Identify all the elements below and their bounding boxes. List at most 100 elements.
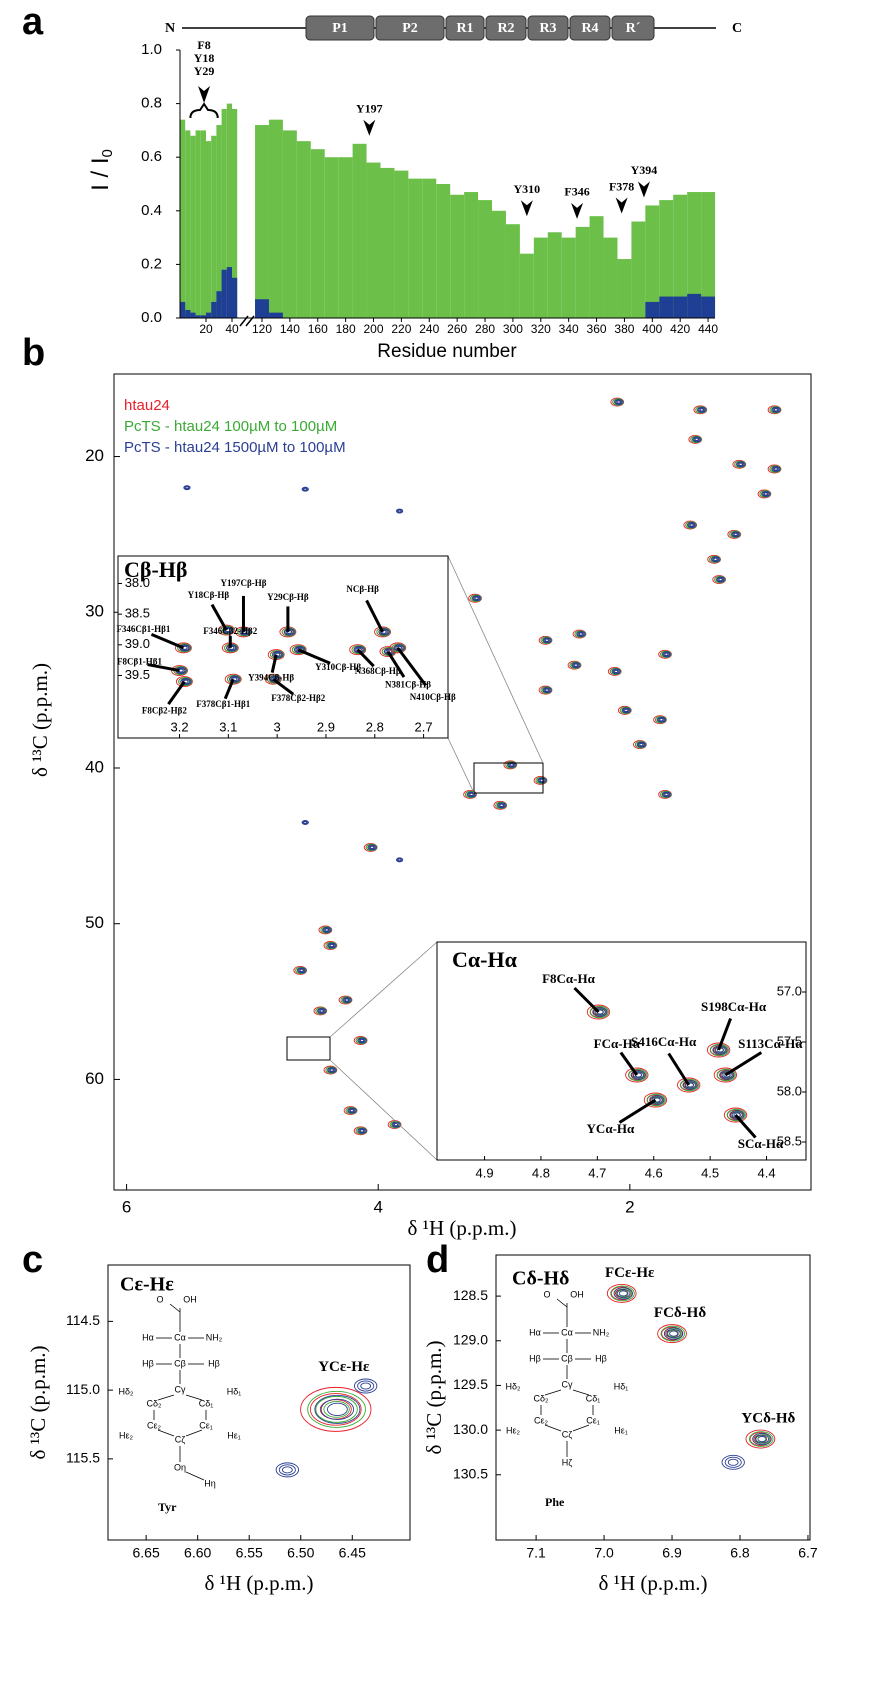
bar — [687, 294, 701, 318]
bar — [645, 302, 659, 318]
panel-label: b — [22, 332, 45, 374]
inset-title: Cα-Hα — [452, 947, 518, 972]
bar — [269, 120, 283, 318]
y-tick-label: 129.0 — [453, 1331, 488, 1347]
structure-label: OH — [570, 1289, 584, 1299]
structure-label: OH — [183, 1294, 197, 1304]
peak-label: S198Cα-Hα — [701, 999, 767, 1014]
y-tick-label: 57.0 — [777, 983, 802, 998]
annotation-label: Y394 — [631, 163, 658, 177]
legend-label: PcTS - htau24 1500µM to 100µM — [124, 439, 346, 456]
bar — [534, 238, 548, 318]
peak-label: F378Cβ2-Hβ2 — [271, 693, 325, 703]
x-tick-label: 2.8 — [366, 719, 384, 734]
peak — [568, 661, 581, 669]
structure-label: Hβ — [529, 1353, 541, 1363]
x-tick-label: 6.60 — [184, 1545, 211, 1561]
x-tick-label: 6.8 — [730, 1545, 750, 1561]
bar — [464, 192, 478, 318]
x-tick-label: 6.7 — [798, 1545, 818, 1561]
y-tick-label: 115.0 — [66, 1381, 100, 1397]
structure-label: Oη — [174, 1462, 186, 1472]
x-tick-label: 260 — [447, 322, 467, 336]
bar — [590, 216, 604, 318]
peak-label: N410Cβ-Hβ — [410, 692, 456, 702]
peak-label: Y18Cβ-Hβ — [188, 590, 230, 600]
peak — [573, 630, 586, 638]
peak-label: S416Cα-Hα — [631, 1034, 697, 1049]
annotation-label: Y29 — [194, 64, 215, 78]
x-axis-title: δ ¹H (p.p.m.) — [408, 1216, 517, 1240]
y-axis-title-main: I / I — [87, 158, 114, 191]
peak — [733, 460, 746, 468]
x-tick-label: 200 — [364, 322, 384, 336]
bar — [408, 179, 422, 318]
structure-label: Hδ₂ — [505, 1381, 521, 1391]
x-tick-label: 4.7 — [588, 1165, 606, 1180]
bar — [562, 238, 576, 318]
structure-label: NH₂ — [206, 1332, 223, 1342]
peak-label: F346Cβ2-Hβ2 — [203, 626, 257, 636]
bar — [645, 205, 659, 318]
y-axis-title-sub: 0 — [99, 149, 116, 157]
page: {"chart_data": [ {"type": "bar", "panel_… — [0, 0, 893, 1700]
bar — [325, 157, 339, 318]
y-tick-label: 0.0 — [141, 309, 162, 326]
legend-label: PcTS - htau24 100µM to 100µM — [124, 418, 337, 435]
y-axis-title: δ ¹³C (p.p.m.) — [26, 1345, 50, 1459]
peak-label: F8Cβ2-Hβ2 — [142, 706, 187, 716]
x-tick-label: 440 — [698, 322, 718, 336]
panel-title: Cδ-Hδ — [512, 1268, 569, 1290]
peak — [294, 966, 307, 974]
y-tick-label: 58.0 — [777, 1083, 802, 1098]
peak-label: Y394Cβ-Hβ — [248, 673, 294, 683]
bar — [394, 171, 408, 318]
panel-label: c — [22, 1239, 43, 1281]
bar — [180, 302, 185, 318]
structure-label: Hα — [142, 1332, 154, 1342]
peak-label: Y197Cβ-Hβ — [220, 578, 266, 588]
bar — [422, 179, 436, 318]
peak-label: Y29Cβ-Hβ — [267, 592, 309, 602]
domain-label: R2 — [497, 21, 514, 36]
bar — [339, 157, 353, 318]
bar — [283, 130, 297, 318]
y-tick-label: 0.4 — [141, 202, 162, 219]
bar — [216, 125, 221, 318]
bar — [185, 310, 190, 318]
peak — [694, 406, 707, 414]
y-tick-label: 115.5 — [66, 1450, 100, 1466]
n-term: N — [165, 21, 175, 36]
peak-label: FCε-Hε — [605, 1265, 655, 1281]
x-tick-label: 160 — [308, 322, 328, 336]
structure-label: Hε₂ — [119, 1430, 134, 1440]
x-tick-label: 20 — [199, 322, 213, 336]
y-tick-label: 130.0 — [453, 1421, 488, 1437]
peak — [324, 942, 337, 950]
structure-name: Tyr — [158, 1500, 177, 1514]
annotation-brace — [190, 104, 217, 118]
y-tick-label: 0.6 — [141, 148, 162, 165]
peak-label: S113Cα-Hα — [738, 1036, 803, 1051]
structure-label: Cζ — [562, 1429, 572, 1439]
legend-label: htau24 — [124, 397, 170, 414]
bar — [255, 299, 269, 318]
peak — [354, 1127, 367, 1135]
peak — [684, 521, 697, 529]
annotation-arrow — [616, 198, 628, 214]
domain-label: P1 — [332, 21, 348, 36]
annotation-arrow — [363, 120, 375, 136]
y-tick-label: 38.5 — [125, 606, 150, 621]
x-tick-label: 180 — [336, 322, 356, 336]
domain-label: R1 — [456, 21, 473, 36]
annotation-label: F346 — [564, 185, 589, 199]
x-axis-title: Residue number — [377, 341, 517, 362]
structure-label: Cε₁ — [199, 1420, 213, 1430]
y-tick-label: 39.0 — [125, 636, 150, 651]
structure-label: Cε₂ — [147, 1420, 162, 1430]
x-tick-label: 6.45 — [339, 1545, 366, 1561]
x-tick-label: 420 — [670, 322, 690, 336]
structure-label: Hδ₁ — [227, 1386, 242, 1396]
bar — [311, 149, 325, 318]
peak — [728, 530, 741, 538]
